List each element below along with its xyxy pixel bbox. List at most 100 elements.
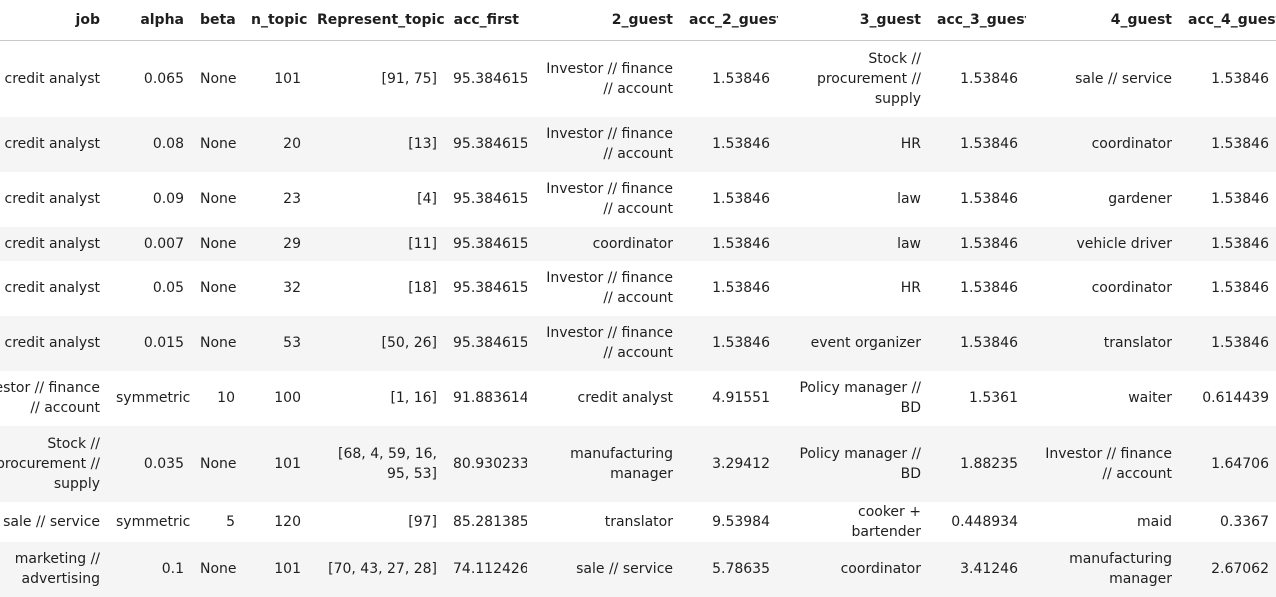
cell-job: sale // service [3,513,100,530]
cell-job: credit analyst [4,335,100,351]
cell-beta: None [200,335,237,351]
column-header-2-guest: 2_guest [527,0,681,41]
cell-2-guest: Investor // finance // account [546,325,673,361]
table-header-row: job alpha beta n_topic Represent_topic a… [0,0,1276,41]
cell-acc-first: 95.384615 [453,136,527,152]
cell-2-guest: credit analyst [577,390,673,406]
cell-2-guest: sale // service [576,561,673,577]
column-header-acc-2-guest: acc_2_guest [681,0,778,41]
cell-3-guest: HR [900,280,921,296]
cell-beta: 5 [226,513,235,530]
cell-n-topic: 32 [283,280,301,296]
cell-acc-4-guest: 1.64706 [1211,455,1269,472]
cell-2-guest: Investor // finance // account [546,126,673,162]
cell-n-topic: 120 [274,513,301,530]
cell-2-guest: Investor // finance // account [546,60,673,97]
cell-4-guest: manufacturing manager [1069,551,1172,587]
cell-acc-3-guest: 1.53846 [960,191,1018,207]
cell-job: credit analyst [4,70,100,87]
table-row: Investor // finance // account symmetric… [0,370,1276,426]
cell-acc-2-guest: 1.53846 [712,280,770,296]
cell-acc-4-guest: 1.53846 [1211,136,1269,152]
cell-alpha: 0.05 [152,280,184,296]
cell-n-topic: 101 [274,561,301,577]
cell-3-guest: coordinator [840,561,921,577]
cell-n-topic: 23 [283,191,301,207]
column-header-3-guest: 3_guest [778,0,929,41]
cell-3-guest: Stock // procurement // supply [816,50,921,107]
table-row: credit analyst 0.09 None 23 [4] 95.38461… [0,171,1276,227]
cell-alpha: 0.007 [143,235,184,252]
cell-4-guest: Investor // finance // account [1045,445,1172,482]
cell-4-guest: maid [1137,513,1172,530]
cell-beta: None [200,561,237,577]
cell-job: marketing // advertising [14,551,100,587]
cell-alpha: 0.015 [143,335,184,351]
cell-4-guest: translator [1103,335,1172,351]
cell-acc-2-guest: 4.91551 [712,390,770,406]
cell-2-guest: Investor // finance // account [546,270,673,306]
cell-acc-4-guest: 1.53846 [1211,70,1269,87]
cell-job: credit analyst [4,235,100,252]
cell-acc-4-guest: 1.53846 [1211,235,1269,252]
cell-represent-topic: [4] [417,191,437,207]
cell-3-guest: cooker + bartender [851,503,921,540]
cell-acc-4-guest: 1.53846 [1211,335,1269,351]
cell-acc-2-guest: 3.29412 [712,455,770,472]
cell-4-guest: gardener [1108,191,1172,207]
table-row: credit analyst 0.007 None 29 [11] 95.384… [0,226,1276,261]
table-row: credit analyst 0.05 None 32 [18] 95.3846… [0,260,1276,316]
cell-3-guest: law [897,191,921,207]
cell-acc-first: 95.384615 [453,335,527,351]
cell-job: Stock // procurement // supply [0,435,100,492]
cell-acc-3-guest: 1.53846 [960,335,1018,351]
cell-job: credit analyst [4,280,100,296]
cell-represent-topic: [11] [408,235,437,252]
cell-acc-first: 95.384615 [453,70,527,87]
cell-beta: None [200,455,237,472]
cell-alpha: 0.08 [152,136,184,152]
cell-acc-first: 95.384615 [453,235,527,252]
cell-acc-first: 80.930233 [453,455,527,472]
cell-acc-2-guest: 5.78635 [712,561,770,577]
cell-n-topic: 20 [283,136,301,152]
column-header-4-guest: 4_guest [1026,0,1180,41]
cell-represent-topic: [18] [408,280,437,296]
cell-acc-2-guest: 9.53984 [712,513,770,530]
cell-3-guest: Policy manager // BD [799,380,921,416]
cell-4-guest: coordinator [1091,136,1172,152]
cell-n-topic: 29 [283,235,301,252]
cell-alpha: 0.09 [152,191,184,207]
cell-2-guest: manufacturing manager [570,445,673,482]
table-row: credit analyst 0.015 None 53 [50, 26] 95… [0,315,1276,371]
cell-beta: None [200,235,237,252]
cell-beta: None [200,191,237,207]
column-header-job: job [0,0,108,41]
cell-acc-3-guest: 1.5361 [969,390,1018,406]
cell-acc-first: 91.883614 [453,390,527,406]
cell-3-guest: Policy manager // BD [799,445,921,482]
cell-represent-topic: [1, 16] [390,390,437,406]
cell-acc-3-guest: 1.53846 [960,235,1018,252]
cell-2-guest: Investor // finance // account [546,181,673,217]
cell-acc-4-guest: 1.53846 [1211,191,1269,207]
cell-alpha: 0.065 [143,70,184,87]
column-header-alpha: alpha [108,0,192,41]
cell-acc-first: 95.384615 [453,191,527,207]
cell-acc-first: 74.112426 [453,561,527,577]
cell-alpha: 0.035 [143,455,184,472]
cell-acc-3-guest: 1.53846 [960,280,1018,296]
cell-4-guest: sale // service [1075,70,1172,87]
cell-2-guest: translator [604,513,673,530]
table-row: sale // service symmetric 5 120 [97] 85.… [0,501,1276,542]
cell-job: Investor // finance // account [0,380,100,416]
cell-acc-2-guest: 1.53846 [712,136,770,152]
cell-represent-topic: [68, 4, 59, 16, 95, 53] [338,445,437,482]
cell-job: credit analyst [4,136,100,152]
cell-acc-3-guest: 3.41246 [960,561,1018,577]
cell-acc-3-guest: 1.53846 [960,136,1018,152]
cell-acc-2-guest: 1.53846 [712,191,770,207]
cell-4-guest: vehicle driver [1076,235,1173,252]
